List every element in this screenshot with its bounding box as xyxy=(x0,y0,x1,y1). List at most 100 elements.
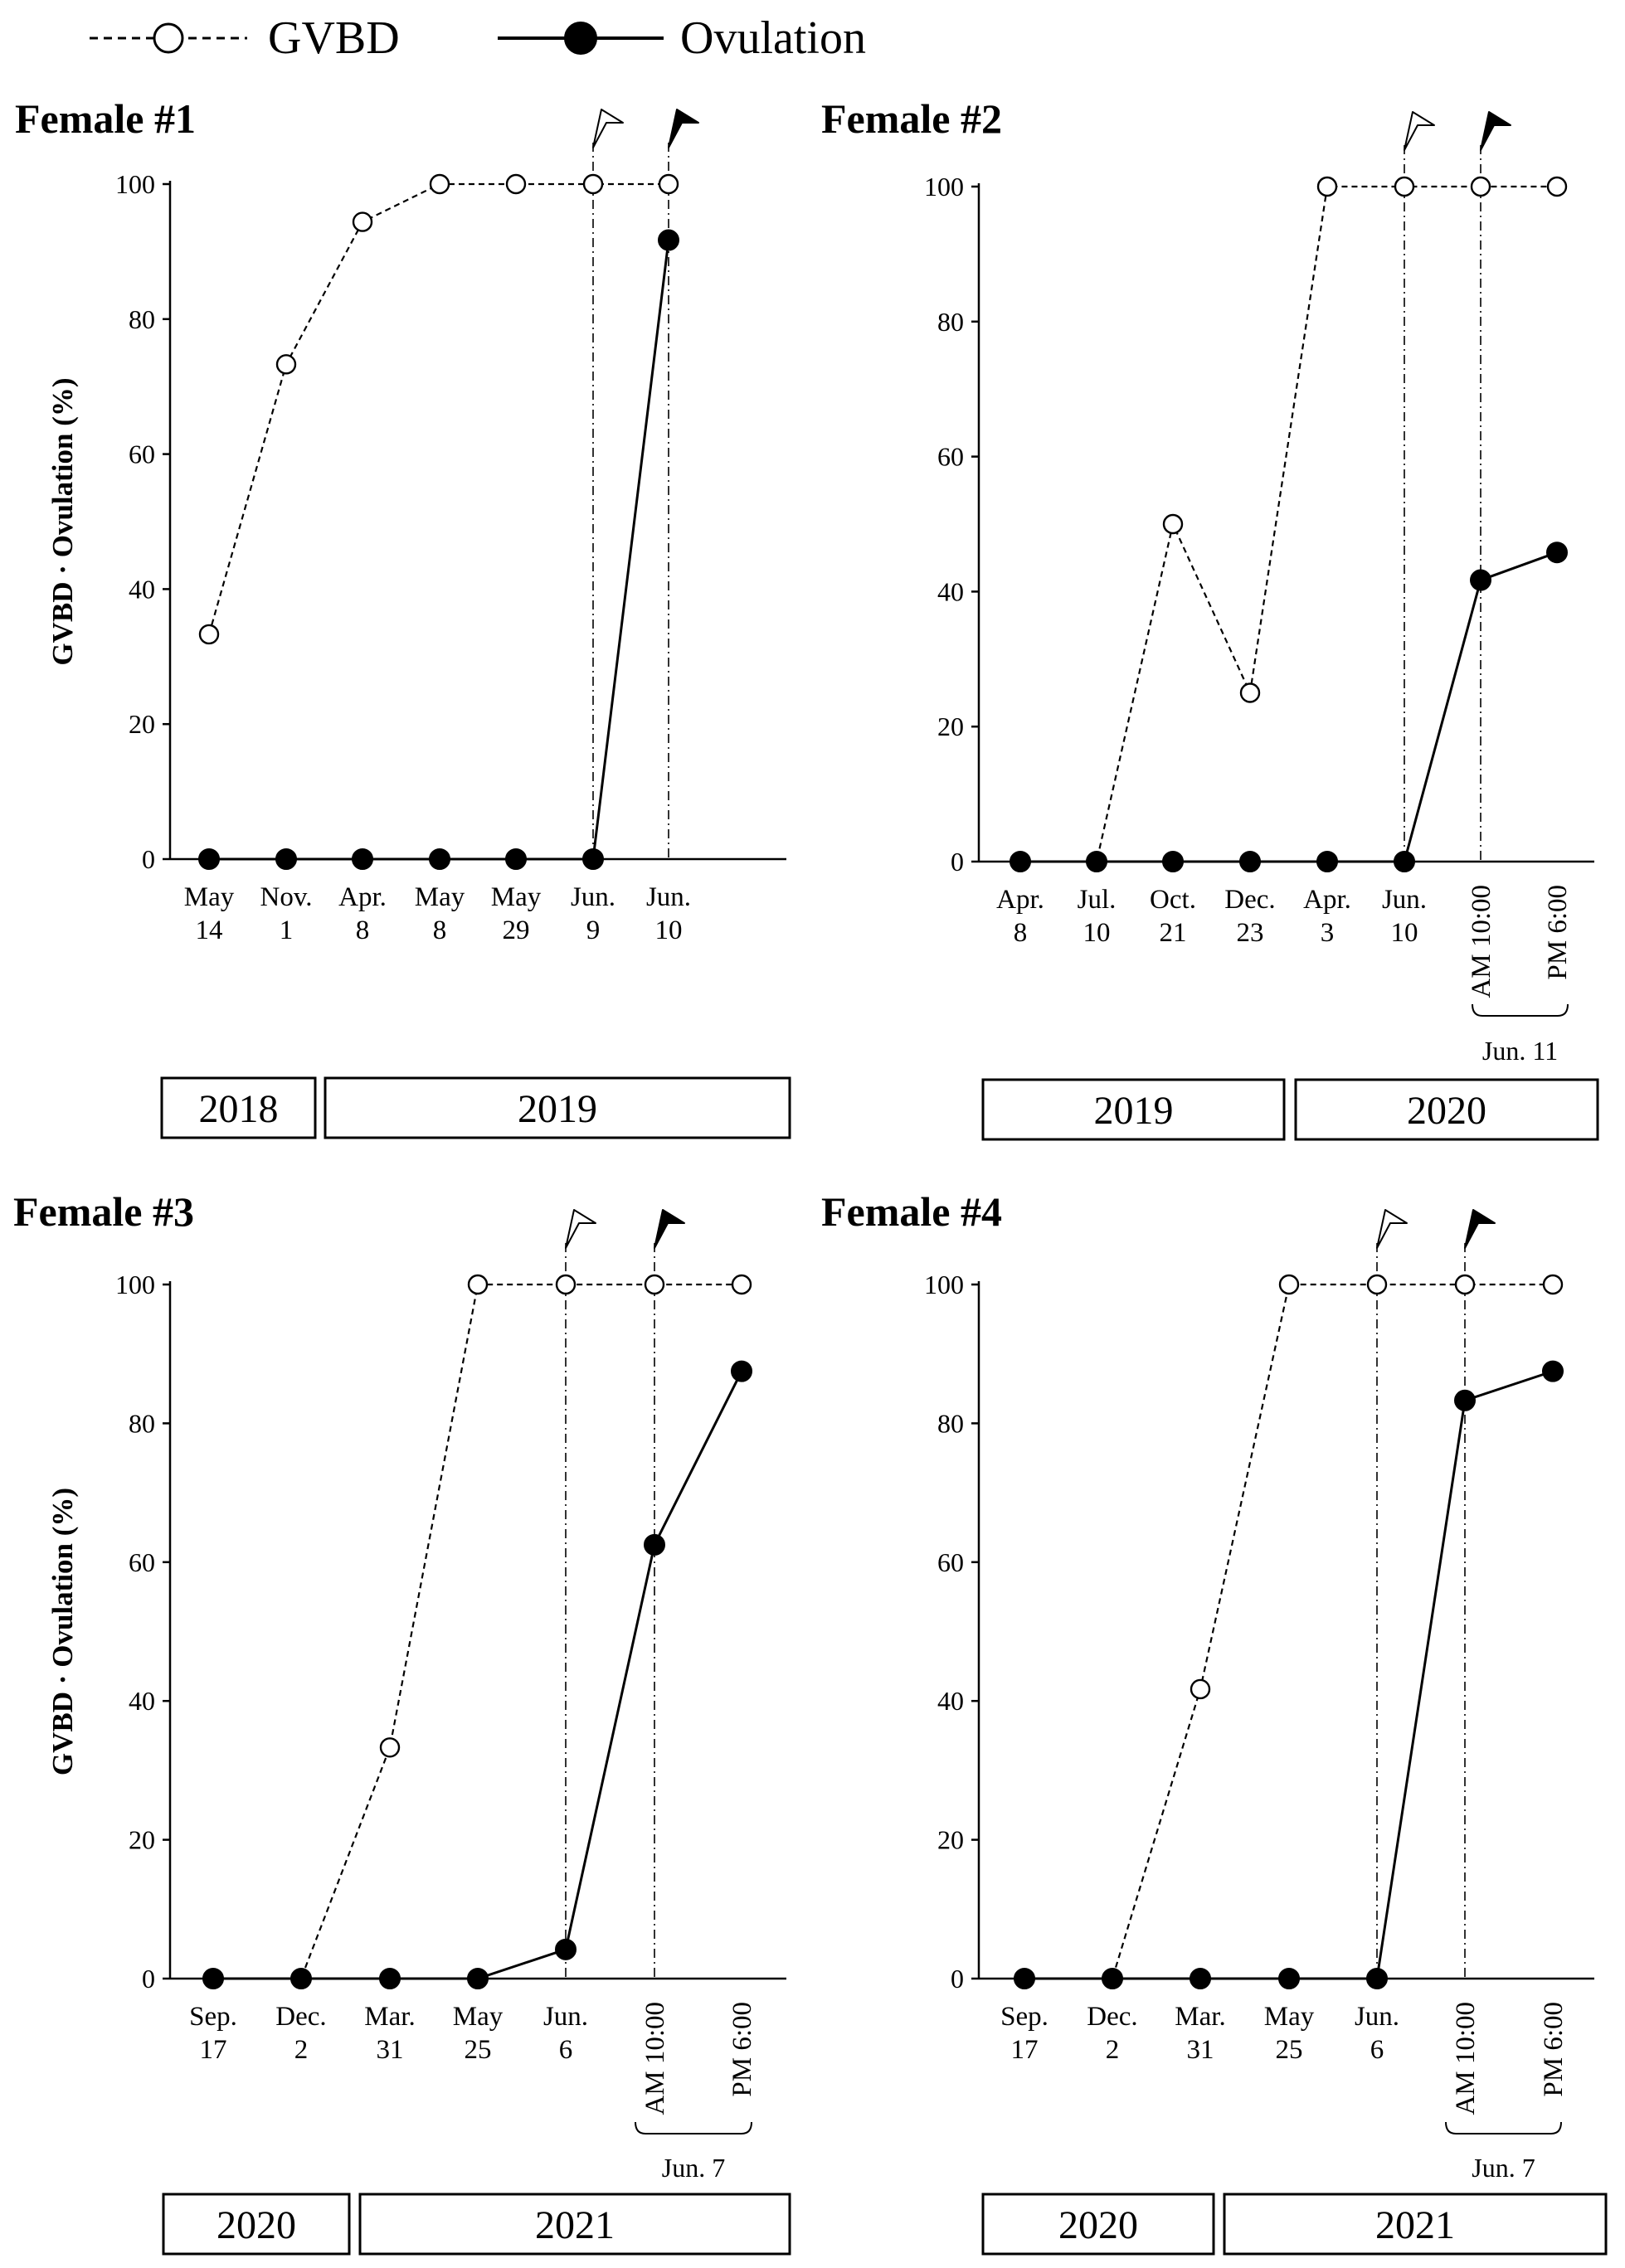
year-box xyxy=(358,2193,791,2256)
data-point-ovulation xyxy=(555,1938,577,1960)
filled-flag-icon-shape xyxy=(668,109,699,148)
data-point-gvbd xyxy=(352,211,373,232)
series-line-ovulation xyxy=(213,1370,743,1980)
y-tick-label: 60 xyxy=(129,440,155,469)
filled-flag-icon xyxy=(654,1209,685,1249)
x-tick-label: AM 10:00 xyxy=(1451,2002,1481,2115)
series-line-ovulation xyxy=(1020,551,1558,863)
data-point-gvbd xyxy=(275,354,297,375)
x-tick-label: Apr. xyxy=(1303,885,1351,915)
open-flag-icon-shape xyxy=(565,1209,596,1249)
series-gvbd xyxy=(1014,1274,1564,1989)
data-point-gvbd xyxy=(198,624,220,645)
open-flag-icon xyxy=(1376,1209,1408,1249)
y-tick-label: 20 xyxy=(129,709,155,739)
y-tick-label: 80 xyxy=(129,1408,155,1438)
panel-title: Female #3 xyxy=(13,1188,194,1235)
filled-flag-icon-shape xyxy=(654,1209,685,1249)
data-point-gvbd xyxy=(555,1274,577,1295)
data-point-ovulation xyxy=(644,1533,665,1556)
date-sublabel: Jun. 7 xyxy=(1472,2153,1535,2183)
series-gvbd xyxy=(198,173,679,645)
filled-flag-icon-shape xyxy=(1464,1209,1496,1249)
date-bracket xyxy=(1445,2121,1562,2134)
x-tick-label: 9 xyxy=(586,915,601,945)
data-point-gvbd xyxy=(1278,1274,1300,1295)
y-tick-label: 0 xyxy=(951,847,964,877)
x-tick-label: Nov. xyxy=(260,882,313,912)
filled-flag-icon xyxy=(668,109,699,148)
x-tick-label: 29 xyxy=(503,915,530,945)
x-tick-label: Apr. xyxy=(338,882,387,912)
data-point-ovulation xyxy=(505,848,527,870)
x-tick-label: 1 xyxy=(280,915,294,945)
x-tick-label: PM 6:00 xyxy=(727,2002,757,2097)
y-tick-label: 80 xyxy=(937,1408,964,1438)
data-point-ovulation xyxy=(467,1968,489,1989)
series-ovulation xyxy=(1014,1360,1564,1989)
x-tick-label: 2 xyxy=(1106,2035,1120,2065)
series-line-gvbd xyxy=(213,1283,742,1980)
data-point-gvbd xyxy=(644,1274,665,1295)
x-tick-label: 8 xyxy=(433,915,447,945)
y-tick-label: 80 xyxy=(129,304,155,334)
chart-panel-1: Female #1 GVBD · Ovulation (%) 0 20 40 60 80 10… xyxy=(15,95,791,1139)
data-point-ovulation xyxy=(198,848,220,870)
data-point-gvbd xyxy=(1239,682,1261,703)
date-sublabel: Jun. 11 xyxy=(1482,1036,1558,1066)
x-tick-label: Oct. xyxy=(1150,885,1196,915)
year-box xyxy=(1294,1078,1599,1141)
data-point-gvbd xyxy=(1454,1274,1476,1295)
data-point-ovulation xyxy=(658,229,679,251)
x-tick-label: 8 xyxy=(1014,918,1028,948)
y-axis-label: GVBD · Ovulation (%) xyxy=(46,377,79,665)
y-tick-label: 0 xyxy=(142,1964,155,1994)
legend-ovulation-label: Ovulation xyxy=(680,12,866,64)
data-point-gvbd xyxy=(1542,1274,1564,1295)
data-point-ovulation xyxy=(1394,851,1415,872)
data-point-gvbd xyxy=(1366,1274,1388,1295)
filled-flag-icon-shape xyxy=(1480,111,1511,151)
data-point-ovulation xyxy=(1014,1968,1035,1989)
x-tick-label: May xyxy=(415,882,465,912)
data-point-ovulation xyxy=(1010,851,1031,872)
data-point-ovulation xyxy=(1162,851,1184,872)
chart-panel-4: Female #4 0 20 40 60 80 100 Sep.17 Dec.2 Mar.31 Ma… xyxy=(821,1188,1608,2256)
series-line-gvbd xyxy=(207,182,669,635)
chart-panel-3: Female #3 GVBD · Ovulation (%) 0 20 40 60 80 10… xyxy=(13,1188,791,2256)
x-tick-label: 25 xyxy=(465,2035,492,2065)
data-point-ovulation xyxy=(290,1968,312,1989)
data-point-gvbd xyxy=(1162,513,1184,535)
series-ovulation xyxy=(1010,542,1568,872)
y-tick-label: 20 xyxy=(937,1825,964,1855)
x-tick-label: 23 xyxy=(1237,918,1264,948)
x-tick-label: PM 6:00 xyxy=(1539,2002,1569,2097)
data-point-ovulation xyxy=(1470,569,1491,591)
x-tick-label: Jul. xyxy=(1078,885,1117,915)
x-tick-label: 31 xyxy=(1187,2035,1214,2065)
x-tick-label: 8 xyxy=(356,915,370,945)
x-tick-label: Dec. xyxy=(1087,2002,1137,2032)
x-tick-label: 17 xyxy=(200,2035,227,2065)
data-point-ovulation xyxy=(731,1360,752,1382)
data-point-gvbd xyxy=(505,173,527,195)
series-gvbd xyxy=(202,1274,752,1989)
x-tick-label: 17 xyxy=(1011,2035,1039,2065)
x-tick-label: Mar. xyxy=(364,2002,415,2032)
x-tick-label: May xyxy=(184,882,235,912)
series-line-gvbd xyxy=(1020,185,1557,863)
data-point-ovulation xyxy=(275,848,297,870)
year-box xyxy=(324,1076,791,1139)
open-flag-icon xyxy=(592,109,624,148)
x-tick-label: AM 10:00 xyxy=(640,2002,670,2115)
data-point-ovulation xyxy=(1239,851,1261,872)
year-box xyxy=(160,1076,317,1139)
y-axis-label: GVBD · Ovulation (%) xyxy=(46,1488,79,1775)
date-sublabel: Jun. 7 xyxy=(662,2153,725,2183)
panel-title: Female #4 xyxy=(821,1188,1002,1235)
filled-flag-icon xyxy=(1464,1209,1496,1249)
year-label: 2021 xyxy=(535,2203,615,2247)
year-box xyxy=(1223,2193,1608,2256)
